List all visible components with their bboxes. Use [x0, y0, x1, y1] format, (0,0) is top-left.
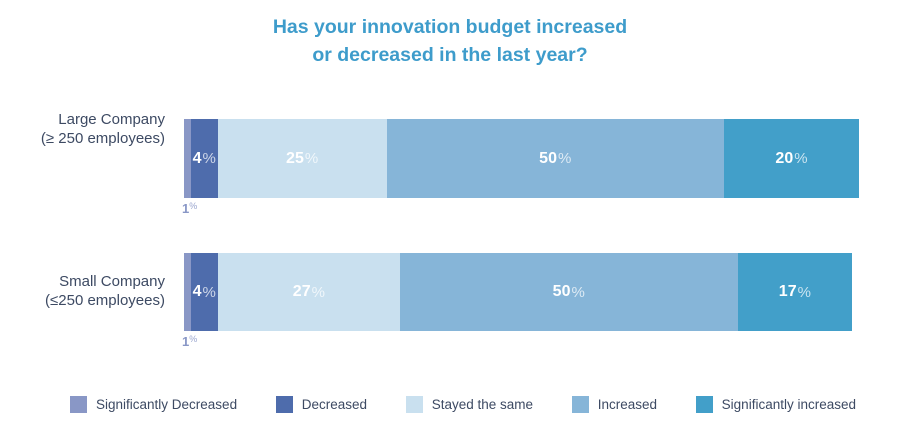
legend-item-significantly-increased: Significantly increased: [695, 396, 856, 413]
bar-segment-stayed-the-same: 25%: [217, 119, 387, 198]
bar-segment-increased: 50%: [386, 119, 724, 198]
row-label-line2: (≥ 250 employees): [40, 130, 165, 147]
legend-item-decreased: Decreased: [275, 396, 368, 413]
legend-item-increased: Increased: [571, 396, 657, 413]
segment-unit: %: [202, 150, 216, 167]
legend-label: Decreased: [301, 397, 368, 412]
segment-value: 20: [775, 149, 794, 167]
below-label-unit: %: [189, 334, 198, 344]
segment-unit: %: [557, 150, 572, 167]
segment-unit: %: [202, 283, 216, 301]
bar-segment-significantly-increased: 17%: [737, 253, 853, 331]
below-bar-label: 1%: [182, 334, 197, 349]
below-bar-label: 1%: [182, 201, 197, 216]
bar-segment-increased: 50%: [400, 253, 738, 331]
segment-value: 4: [192, 283, 202, 300]
bar-segment-decreased: 4%: [190, 253, 218, 331]
row-label-line1: Large Company: [58, 111, 165, 128]
legend-swatch-significantly-increased: [695, 396, 713, 413]
segment-unit: %: [311, 283, 325, 301]
row-label-large-company: Large Company (≥ 250 employees): [0, 110, 165, 148]
segment-unit: %: [797, 283, 811, 301]
segment-unit: %: [304, 150, 319, 167]
segment-value: 50: [552, 283, 571, 300]
bar-row: Large Company (≥ 250 employees) 4% 25% 50%…: [0, 108, 900, 218]
segment-value: 50: [539, 149, 557, 167]
legend-swatch-decreased: [275, 396, 293, 413]
bar-segment-significantly-increased: 20%: [724, 119, 859, 198]
legend-item-significantly-decreased: Significantly Decreased: [70, 396, 237, 413]
chart-title-line1: Has your innovation budget increased: [272, 16, 628, 38]
bar-segment-stayed-the-same: 27%: [217, 253, 400, 331]
segment-unit: %: [794, 150, 808, 167]
legend: Significantly Decreased Decreased Stayed t…: [70, 396, 856, 413]
legend-swatch-increased: [571, 396, 589, 413]
segment-value: 17: [778, 283, 797, 300]
segment-value: 4: [192, 149, 202, 167]
segment-unit: %: [571, 283, 585, 301]
legend-swatch-significantly-decreased: [70, 396, 87, 413]
bar-segment-significantly-decreased: [184, 119, 191, 198]
below-label-value: 1: [182, 201, 190, 216]
legend-swatch-stayed-the-same: [405, 396, 423, 413]
stacked-bar: 4% 27% 50% 17%: [184, 253, 859, 331]
chart-title-line2: or decreased in the last year?: [312, 44, 588, 66]
row-label-line2: (≤250 employees): [45, 292, 165, 309]
below-label-unit: %: [189, 201, 198, 211]
bar-row: Small Company (≤250 employees) 4% 27% 50% 1…: [0, 253, 900, 353]
bar-segment-significantly-decreased: [184, 253, 191, 331]
bar-segment-decreased: 4%: [190, 119, 218, 198]
stacked-bar: 4% 25% 50% 20%: [184, 119, 859, 198]
segment-value: 25: [286, 149, 304, 167]
legend-label: Significantly Decreased: [96, 397, 238, 412]
row-label-small-company: Small Company (≤250 employees): [0, 272, 165, 310]
below-label-value: 1: [182, 334, 190, 349]
row-label-line1: Small Company: [59, 273, 165, 290]
segment-value: 27: [292, 283, 311, 300]
legend-item-stayed-the-same: Stayed the same: [405, 396, 534, 413]
legend-label: Increased: [597, 397, 657, 412]
legend-label: Significantly increased: [721, 397, 856, 412]
legend-label: Stayed the same: [431, 397, 534, 412]
chart-title: Has your innovation budget increased or …: [0, 13, 900, 69]
